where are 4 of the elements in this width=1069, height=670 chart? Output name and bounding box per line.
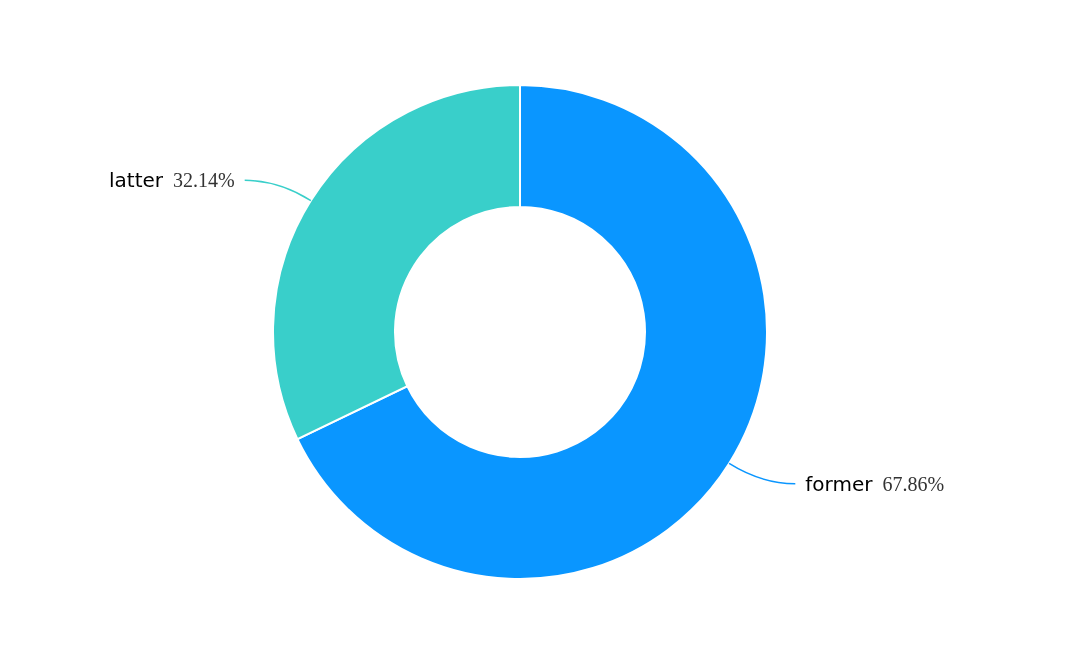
data-label: 67.86% — [882, 472, 945, 495]
slice-label: latter — [108, 168, 164, 193]
slice-label: former — [805, 471, 874, 496]
data-label: 32.14% — [173, 169, 235, 192]
